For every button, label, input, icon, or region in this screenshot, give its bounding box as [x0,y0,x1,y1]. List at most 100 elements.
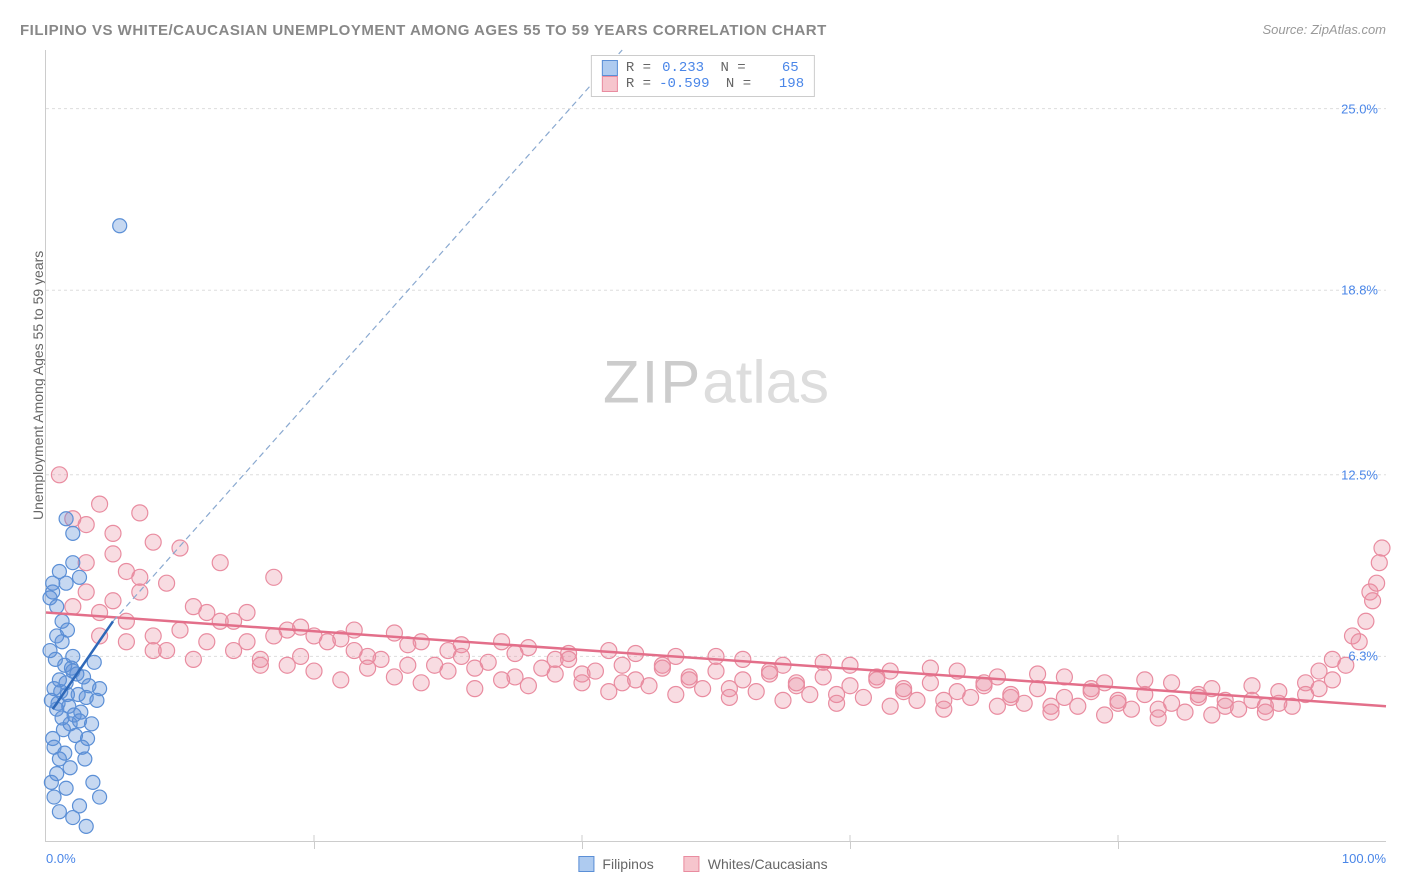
blue-point [81,731,95,745]
pink-point [829,687,845,703]
pink-point [507,669,523,685]
y-tick-label: 25.0% [1341,101,1378,116]
legend-label: Filipinos [602,856,653,872]
pink-point [159,575,175,591]
pink-point [547,666,563,682]
swatch-pink-icon [684,856,700,872]
pink-point [708,663,724,679]
pink-point [185,651,201,667]
blue-point [63,761,77,775]
pink-point [92,496,108,512]
pink-point [199,604,215,620]
pink-point [293,648,309,664]
stats-row-filipinos: R = 0.233 N = 65 [602,60,804,76]
swatch-pink-icon [602,76,618,92]
x-tick [850,841,851,849]
pink-trendline [46,612,1386,706]
pink-point [266,569,282,585]
chart-title: FILIPINO VS WHITE/CAUCASIAN UNEMPLOYMENT… [20,22,827,39]
plot-area: ZIPatlas 0.0% 100.0% 6.3%12.5%18.8%25.0% [45,50,1386,842]
pink-point [1150,701,1166,717]
blue-point [43,591,57,605]
pink-point [132,505,148,521]
pink-point [1244,678,1260,694]
blue-point [78,752,92,766]
stat-label: R = [626,76,651,92]
y-tick-label: 18.8% [1341,283,1378,298]
pink-point [614,657,630,673]
blue-point [58,746,72,760]
blue-point [74,705,88,719]
y-tick-label: 6.3% [1348,649,1378,664]
pink-point [1110,695,1126,711]
pink-point [239,634,255,650]
pink-point [105,546,121,562]
pink-point [936,692,952,708]
pink-point [1298,675,1314,691]
blue-point [113,219,127,233]
pink-point [252,657,268,673]
pink-point [1374,540,1390,556]
pink-point [413,634,429,650]
pink-point [51,467,67,483]
blue-point [93,682,107,696]
stat-r-value: 0.233 [659,60,704,76]
pink-point [1070,698,1086,714]
blue-point [66,649,80,663]
pink-point [199,634,215,650]
blue-point [55,614,69,628]
blue-point [86,775,100,789]
pink-point [855,689,871,705]
pink-point [1003,689,1019,705]
x-tick [1118,841,1119,849]
pink-point [1097,707,1113,723]
pink-point [159,643,175,659]
pink-point [1030,666,1046,682]
pink-point [748,684,764,700]
pink-point [721,681,737,697]
pink-point [360,648,376,664]
x-max-label: 100.0% [1342,851,1386,866]
pink-point [172,540,188,556]
blue-point [46,576,60,590]
pink-point [306,663,322,679]
pink-point [92,604,108,620]
pink-point [494,634,510,650]
bottom-legend: Filipinos Whites/Caucasians [578,856,827,872]
pink-point [413,675,429,691]
scatter-svg [46,50,1386,841]
pink-point [574,666,590,682]
pink-point [775,692,791,708]
blue-point [93,790,107,804]
pink-point [65,599,81,615]
blue-point [66,526,80,540]
pink-point [708,648,724,664]
pink-point [668,687,684,703]
pink-point [145,534,161,550]
pink-point [1345,628,1361,644]
stat-label: R = [626,60,651,76]
pink-point [922,675,938,691]
pink-point [145,628,161,644]
pink-point [78,555,94,571]
pink-point [614,675,630,691]
blue-point [79,819,93,833]
pink-point [118,613,134,629]
swatch-blue-icon [602,60,618,76]
pink-point [1371,555,1387,571]
pink-point [172,622,188,638]
legend-item-whites: Whites/Caucasians [684,856,828,872]
pink-point [78,584,94,600]
blue-point [43,644,57,658]
pink-point [467,660,483,676]
legend-item-filipinos: Filipinos [578,856,653,872]
pink-point [882,698,898,714]
stat-label: N = [712,60,746,76]
pink-point [1137,672,1153,688]
swatch-blue-icon [578,856,594,872]
pink-point [896,684,912,700]
pink-point [1311,663,1327,679]
stat-r-value: -0.599 [659,76,709,92]
pink-point [1097,675,1113,691]
blue-point [73,799,87,813]
